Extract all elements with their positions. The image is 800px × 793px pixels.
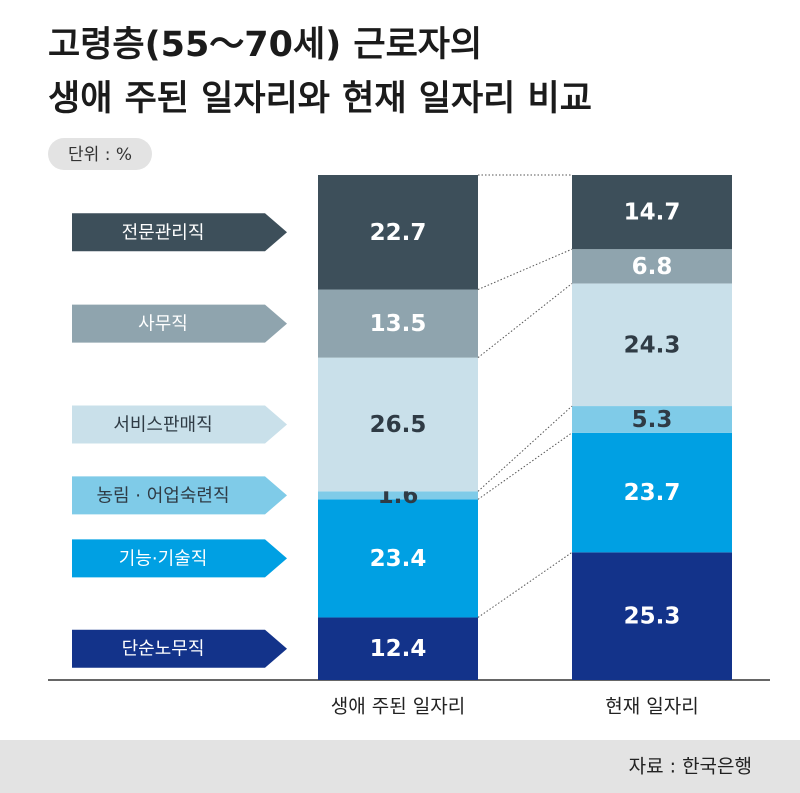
source: 자료 : 한국은행: [629, 756, 752, 778]
unit-label: 단위 : %: [68, 145, 132, 165]
value-label: 6.8: [632, 254, 673, 280]
x-tick-label: 생애 주된 일자리: [331, 696, 465, 718]
bar-segment: [318, 617, 478, 680]
chart-title: 생애 주된 일자리와 현재 일자리 비교: [48, 79, 592, 119]
value-label: 5.3: [632, 407, 673, 433]
bar-segment: [318, 491, 478, 500]
value-label: 22.7: [370, 220, 427, 246]
legend-marker: [72, 476, 287, 515]
value-label: 14.7: [624, 200, 681, 226]
value-label: 24.3: [624, 332, 681, 358]
value-label: 23.4: [370, 546, 427, 572]
legend-label: 농림 · 어업숙련직: [96, 485, 229, 506]
bar-segment: [318, 499, 478, 618]
legend-label: 사무직: [138, 314, 188, 335]
bar-segment: [572, 406, 732, 433]
chart-title: 고령층(55～70세) 근로자의: [48, 25, 482, 65]
connector: [477, 551, 573, 618]
value-label: 23.7: [624, 480, 681, 506]
bar-segment: [572, 432, 732, 553]
unit-pill: [48, 138, 152, 170]
legend-marker: [72, 539, 287, 578]
footer: [0, 740, 800, 793]
bar-segment: [318, 175, 478, 290]
value-label: 13.5: [370, 311, 427, 337]
value-label: 12.4: [370, 636, 427, 662]
legend-label: 서비스판매직: [113, 414, 212, 435]
connector: [477, 248, 573, 290]
legend-marker: [72, 405, 287, 444]
legend-marker: [72, 304, 287, 343]
bar-segment: [572, 283, 732, 407]
connector: [477, 432, 573, 500]
x-tick-label: 현재 일자리: [605, 696, 698, 718]
bar-segment: [572, 249, 732, 284]
value-label: 25.3: [624, 604, 681, 630]
bar-segment: [318, 289, 478, 358]
legend-marker: [72, 629, 287, 668]
connector: [477, 283, 573, 359]
bar-segment: [572, 552, 732, 680]
legend-label: 전문관리직: [122, 222, 205, 243]
legend-marker: [72, 213, 287, 252]
bar-segment: [318, 357, 478, 492]
legend-label: 단순노무직: [122, 639, 205, 660]
value-label: 26.5: [370, 412, 427, 438]
connector: [477, 405, 573, 492]
legend-label: 기능·기술직: [119, 548, 208, 569]
bar-segment: [572, 175, 732, 250]
